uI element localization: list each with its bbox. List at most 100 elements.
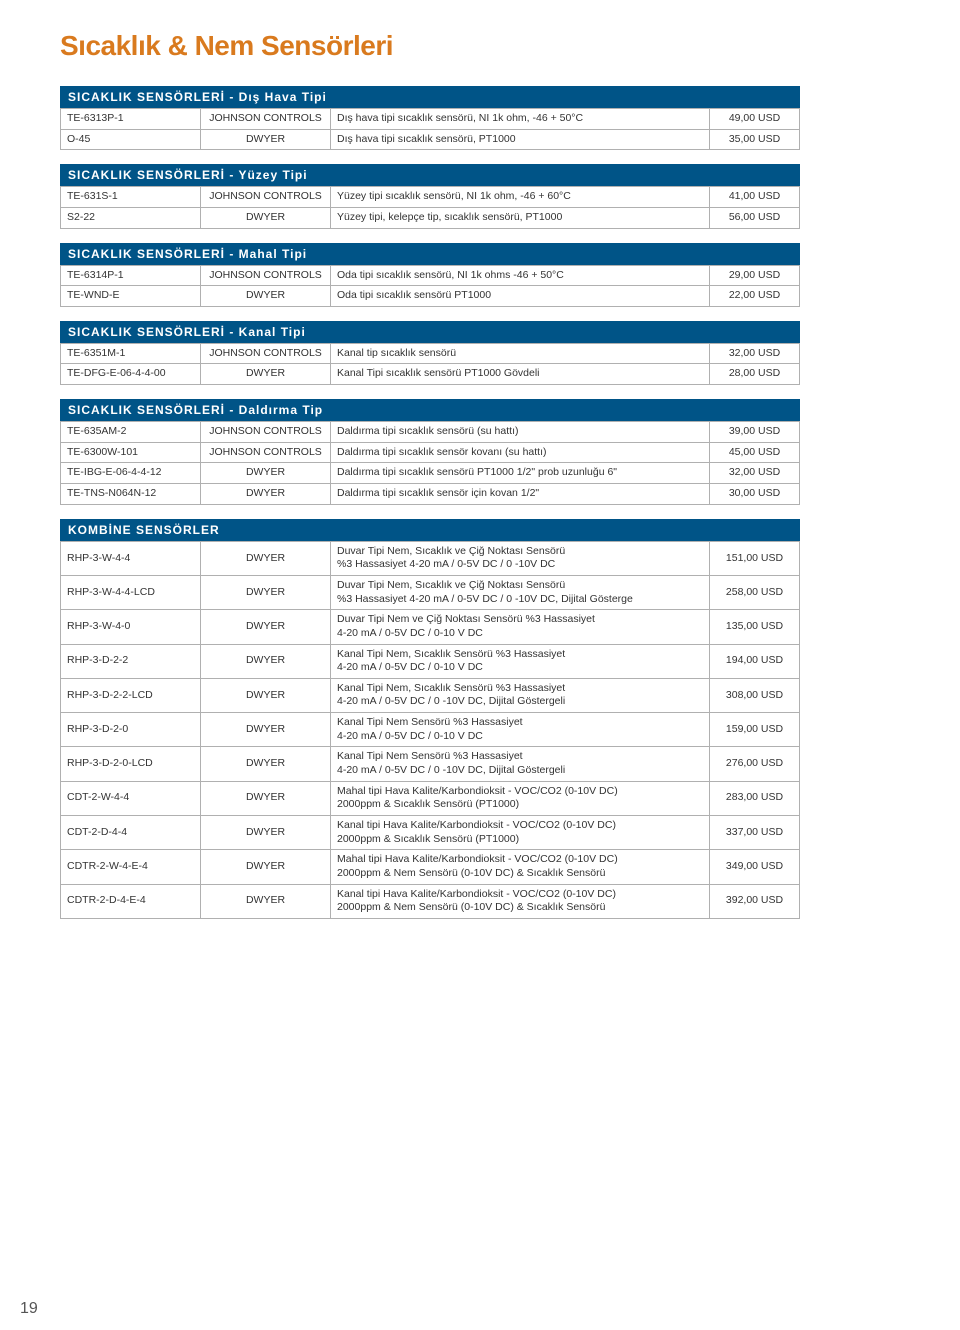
section-header: KOMBİNE SENSÖRLER [60, 519, 800, 541]
data-table: TE-635AM-2JOHNSON CONTROLSDaldırma tipi … [60, 421, 800, 505]
table-row: RHP-3-D-2-0-LCDDWYERKanal Tipi Nem Sensö… [61, 747, 800, 781]
product-brand: DWYER [201, 781, 331, 815]
section-header: SICAKLIK SENSÖRLERİ - Dış Hava Tipi [60, 86, 800, 108]
product-code: TE-IBG-E-06-4-4-12 [61, 463, 201, 484]
product-code: TE-6313P-1 [61, 109, 201, 130]
product-brand: JOHNSON CONTROLS [201, 442, 331, 463]
product-description: Kanal Tipi Nem, Sıcaklık Sensörü %3 Hass… [331, 644, 710, 678]
data-table: RHP-3-W-4-4DWYERDuvar Tipi Nem, Sıcaklık… [60, 541, 800, 919]
product-price: 22,00 USD [710, 286, 800, 307]
product-brand: DWYER [201, 286, 331, 307]
product-price: 283,00 USD [710, 781, 800, 815]
product-price: 392,00 USD [710, 884, 800, 918]
product-brand: JOHNSON CONTROLS [201, 343, 331, 364]
section-header: SICAKLIK SENSÖRLERİ - Mahal Tipi [60, 243, 800, 265]
product-brand: DWYER [201, 713, 331, 747]
product-code: RHP-3-W-4-4-LCD [61, 575, 201, 609]
product-description: Duvar Tipi Nem, Sıcaklık ve Çiğ Noktası … [331, 575, 710, 609]
product-description: Mahal tipi Hava Kalite/Karbondioksit - V… [331, 781, 710, 815]
product-description: Duvar Tipi Nem, Sıcaklık ve Çiğ Noktası … [331, 541, 710, 575]
table-row: TE-6314P-1JOHNSON CONTROLSOda tipi sıcak… [61, 265, 800, 286]
product-price: 45,00 USD [710, 442, 800, 463]
product-brand: DWYER [201, 815, 331, 849]
product-price: 39,00 USD [710, 422, 800, 443]
product-description: Kanal tipi Hava Kalite/Karbondioksit - V… [331, 815, 710, 849]
product-description: Dış hava tipi sıcaklık sensörü, PT1000 [331, 129, 710, 150]
product-brand: JOHNSON CONTROLS [201, 109, 331, 130]
data-table: TE-6351M-1JOHNSON CONTROLSKanal tip sıca… [60, 343, 800, 385]
product-brand: DWYER [201, 129, 331, 150]
product-description: Daldırma tipi sıcaklık sensör kovanı (su… [331, 442, 710, 463]
product-price: 32,00 USD [710, 463, 800, 484]
product-description: Yüzey tipi sıcaklık sensörü, NI 1k ohm, … [331, 187, 710, 208]
table-row: CDTR-2-D-4-E-4DWYERKanal tipi Hava Kalit… [61, 884, 800, 918]
product-code: TE-TNS-N064N-12 [61, 484, 201, 505]
table-row: CDT-2-D-4-4DWYERKanal tipi Hava Kalite/K… [61, 815, 800, 849]
table-row: TE-WND-EDWYEROda tipi sıcaklık sensörü P… [61, 286, 800, 307]
product-price: 41,00 USD [710, 187, 800, 208]
product-description: Duvar Tipi Nem ve Çiğ Noktası Sensörü %3… [331, 610, 710, 644]
product-code: TE-6300W-101 [61, 442, 201, 463]
product-code: CDTR-2-D-4-E-4 [61, 884, 201, 918]
table-row: S2-22DWYERYüzey tipi, kelepçe tip, sıcak… [61, 207, 800, 228]
product-brand: JOHNSON CONTROLS [201, 265, 331, 286]
page-number: 19 [20, 1300, 38, 1318]
table-row: RHP-3-W-4-4DWYERDuvar Tipi Nem, Sıcaklık… [61, 541, 800, 575]
product-brand: DWYER [201, 678, 331, 712]
table-row: O-45DWYERDış hava tipi sıcaklık sensörü,… [61, 129, 800, 150]
product-code: RHP-3-D-2-0-LCD [61, 747, 201, 781]
product-price: 151,00 USD [710, 541, 800, 575]
product-code: CDTR-2-W-4-E-4 [61, 850, 201, 884]
product-price: 32,00 USD [710, 343, 800, 364]
table-row: TE-6313P-1JOHNSON CONTROLSDış hava tipi … [61, 109, 800, 130]
product-code: CDT-2-D-4-4 [61, 815, 201, 849]
product-description: Kanal tipi Hava Kalite/Karbondioksit - V… [331, 884, 710, 918]
table-row: TE-IBG-E-06-4-4-12DWYERDaldırma tipi sıc… [61, 463, 800, 484]
product-code: TE-DFG-E-06-4-4-00 [61, 364, 201, 385]
data-table: TE-6313P-1JOHNSON CONTROLSDış hava tipi … [60, 108, 800, 150]
product-price: 349,00 USD [710, 850, 800, 884]
product-price: 135,00 USD [710, 610, 800, 644]
table-row: CDT-2-W-4-4DWYERMahal tipi Hava Kalite/K… [61, 781, 800, 815]
table-row: TE-TNS-N064N-12DWYERDaldırma tipi sıcakl… [61, 484, 800, 505]
product-brand: DWYER [201, 575, 331, 609]
product-price: 56,00 USD [710, 207, 800, 228]
product-price: 28,00 USD [710, 364, 800, 385]
product-brand: DWYER [201, 541, 331, 575]
product-code: RHP-3-D-2-2-LCD [61, 678, 201, 712]
product-brand: DWYER [201, 644, 331, 678]
product-description: Daldırma tipi sıcaklık sensör için kovan… [331, 484, 710, 505]
product-description: Kanal tip sıcaklık sensörü [331, 343, 710, 364]
product-code: RHP-3-D-2-0 [61, 713, 201, 747]
table-row: RHP-3-D-2-0DWYERKanal Tipi Nem Sensörü %… [61, 713, 800, 747]
product-price: 308,00 USD [710, 678, 800, 712]
product-price: 30,00 USD [710, 484, 800, 505]
product-code: TE-WND-E [61, 286, 201, 307]
product-code: RHP-3-D-2-2 [61, 644, 201, 678]
section-header: SICAKLIK SENSÖRLERİ - Daldırma Tip [60, 399, 800, 421]
table-row: RHP-3-D-2-2DWYERKanal Tipi Nem, Sıcaklık… [61, 644, 800, 678]
page-title: Sıcaklık & Nem Sensörleri [60, 30, 920, 62]
product-code: CDT-2-W-4-4 [61, 781, 201, 815]
product-description: Oda tipi sıcaklık sensörü, NI 1k ohms -4… [331, 265, 710, 286]
product-code: RHP-3-W-4-0 [61, 610, 201, 644]
table-row: RHP-3-W-4-0DWYERDuvar Tipi Nem ve Çiğ No… [61, 610, 800, 644]
table-row: TE-635AM-2JOHNSON CONTROLSDaldırma tipi … [61, 422, 800, 443]
product-description: Mahal tipi Hava Kalite/Karbondioksit - V… [331, 850, 710, 884]
product-description: Kanal Tipi sıcaklık sensörü PT1000 Gövde… [331, 364, 710, 385]
product-price: 276,00 USD [710, 747, 800, 781]
table-row: RHP-3-W-4-4-LCDDWYERDuvar Tipi Nem, Sıca… [61, 575, 800, 609]
product-brand: JOHNSON CONTROLS [201, 187, 331, 208]
data-table: TE-6314P-1JOHNSON CONTROLSOda tipi sıcak… [60, 265, 800, 307]
product-code: TE-6351M-1 [61, 343, 201, 364]
product-price: 337,00 USD [710, 815, 800, 849]
product-brand: DWYER [201, 610, 331, 644]
product-description: Kanal Tipi Nem, Sıcaklık Sensörü %3 Hass… [331, 678, 710, 712]
product-price: 29,00 USD [710, 265, 800, 286]
product-brand: DWYER [201, 747, 331, 781]
product-description: Oda tipi sıcaklık sensörü PT1000 [331, 286, 710, 307]
product-code: S2-22 [61, 207, 201, 228]
product-code: TE-631S-1 [61, 187, 201, 208]
product-description: Dış hava tipi sıcaklık sensörü, NI 1k oh… [331, 109, 710, 130]
product-code: TE-635AM-2 [61, 422, 201, 443]
